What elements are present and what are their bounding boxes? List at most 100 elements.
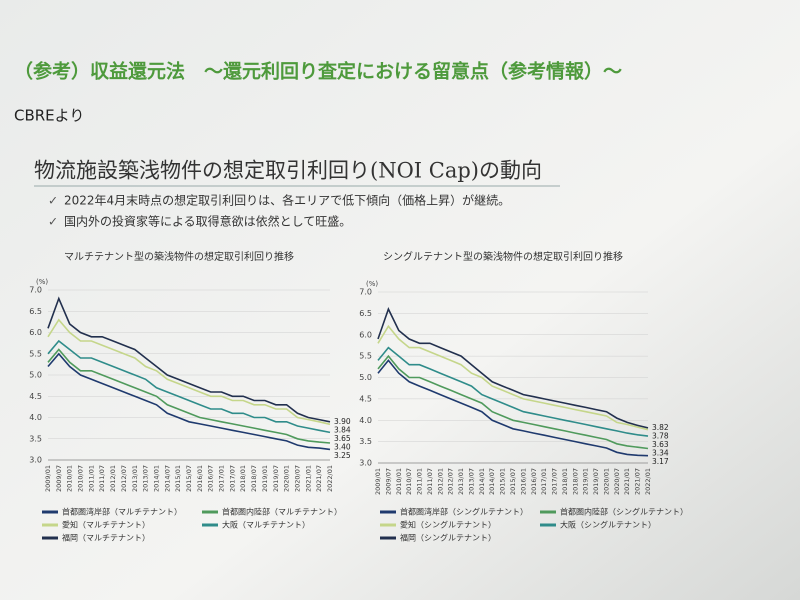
x-tick-label: 2014/01 bbox=[152, 465, 160, 492]
x-tick-label: 2013/01 bbox=[457, 468, 465, 495]
x-tick-label: 2016/01 bbox=[196, 465, 204, 492]
x-tick-label: 2020/01 bbox=[602, 468, 610, 495]
x-tick-label: 2010/07 bbox=[77, 465, 85, 492]
x-tick-label: 2016/07 bbox=[530, 468, 538, 495]
x-tick-label: 2014/01 bbox=[478, 468, 486, 495]
x-tick-label: 2016/07 bbox=[207, 465, 215, 492]
x-tick-label: 2010/01 bbox=[395, 468, 403, 495]
x-tick-label: 2014/07 bbox=[488, 468, 496, 495]
charts: マルチテナント型の築浅物件の想定取引利回り推移 (%) 3.0 3.5 4.0 4.5 5.… bbox=[29, 250, 688, 543]
x-tick-label: 2015/01 bbox=[499, 468, 507, 495]
chart-title: マルチテナント型の築浅物件の想定取引利回り推移 bbox=[64, 250, 294, 263]
series-line bbox=[47, 348, 331, 444]
bullet: 2022年4月末時点の想定取引利回りは、各エリアで低下傾向（価格上昇）が継続。 bbox=[64, 193, 510, 208]
x-tick-label: 2020/01 bbox=[283, 465, 291, 492]
series-line bbox=[377, 354, 649, 450]
y-unit: (%) bbox=[366, 280, 378, 288]
x-tick-label: 2022/01 bbox=[326, 465, 334, 492]
x-tick-label: 2011/01 bbox=[87, 465, 95, 492]
x-tick-label: 2014/07 bbox=[163, 465, 171, 492]
legend-label: 福岡（シングルテナント） bbox=[400, 533, 496, 543]
x-tick-label: 2021/07 bbox=[315, 465, 323, 492]
legend-label: 首都圏内陸部（シングルテナント） bbox=[560, 507, 688, 517]
y-tick-label: 3.0 bbox=[359, 459, 372, 468]
y-tick-label: 5.0 bbox=[359, 373, 372, 382]
y-tick-label: 3.5 bbox=[29, 434, 42, 443]
y-tick-label: 6.5 bbox=[359, 309, 372, 318]
x-tick-label: 2015/01 bbox=[174, 465, 182, 492]
chart: シングルテナント型の築浅物件の想定取引利回り推移 (%) 3.0 3.5 4.0 4.5 5… bbox=[359, 250, 688, 543]
series-line bbox=[377, 346, 649, 437]
x-tick-label: 2018/07 bbox=[250, 465, 258, 492]
y-tick-label: 3.0 bbox=[29, 456, 42, 465]
legend-label: 愛知（シングルテナント） bbox=[400, 520, 496, 530]
bullet-mark: ✓ bbox=[48, 194, 58, 208]
x-tick-label: 2013/07 bbox=[142, 465, 150, 492]
end-value-label: 3.82 bbox=[652, 423, 669, 432]
x-tick-label: 2017/01 bbox=[540, 468, 548, 495]
x-tick-label: 2016/01 bbox=[519, 468, 527, 495]
chart: マルチテナント型の築浅物件の想定取引利回り推移 (%) 3.0 3.5 4.0 4.5 5.… bbox=[29, 250, 351, 543]
y-unit: (%) bbox=[36, 278, 48, 286]
x-tick-label: 2019/07 bbox=[592, 468, 600, 495]
x-tick-label: 2012/01 bbox=[109, 465, 117, 492]
y-tick-label: 6.0 bbox=[359, 330, 372, 339]
y-tick-label: 6.5 bbox=[29, 307, 42, 316]
x-tick-label: 2020/07 bbox=[293, 465, 301, 492]
x-tick-label: 2017/07 bbox=[551, 468, 559, 495]
x-tick-label: 2017/07 bbox=[228, 465, 236, 492]
bullet: 国内外の投資家等による取得意欲は依然として旺盛。 bbox=[64, 214, 351, 229]
series-line bbox=[47, 296, 331, 423]
legend-label: 首都圏湾岸部（シングルテナント） bbox=[400, 507, 528, 517]
x-tick-label: 2019/01 bbox=[261, 465, 269, 492]
y-tick-label: 7.0 bbox=[359, 288, 372, 297]
chart-title: シングルテナント型の築浅物件の想定取引利回り推移 bbox=[383, 250, 623, 263]
legend-label: 首都圏内陸部（マルチテナント） bbox=[222, 507, 342, 517]
heading: 物流施設築浅物件の想定取引利回り(NOI Cap)の動向 bbox=[34, 159, 542, 183]
series-line bbox=[47, 352, 331, 451]
x-tick-label: 2009/01 bbox=[44, 465, 52, 492]
end-value-label: 3.84 bbox=[334, 425, 351, 434]
y-tick-label: 5.5 bbox=[359, 352, 372, 361]
series-line bbox=[47, 318, 331, 426]
x-tick-label: 2011/07 bbox=[98, 465, 106, 492]
x-tick-label: 2012/07 bbox=[120, 465, 128, 492]
x-tick-label: 2013/01 bbox=[131, 465, 139, 492]
end-value-label: 3.25 bbox=[334, 451, 351, 460]
x-tick-label: 2010/01 bbox=[66, 465, 74, 492]
series-line bbox=[377, 359, 649, 457]
slide-title: （参考）収益還元法 ～還元利回り査定における留意点（参考情報）～ bbox=[14, 60, 622, 83]
source-note: CBREより bbox=[14, 107, 84, 125]
y-tick-label: 4.5 bbox=[359, 394, 372, 403]
series-line bbox=[377, 307, 649, 429]
y-tick-label: 4.0 bbox=[359, 416, 372, 425]
x-tick-label: 2018/07 bbox=[571, 468, 579, 495]
legend-label: 大阪（マルチテナント） bbox=[222, 520, 310, 530]
x-tick-label: 2019/01 bbox=[582, 468, 590, 495]
x-tick-label: 2018/01 bbox=[239, 465, 247, 492]
y-tick-label: 4.0 bbox=[29, 413, 42, 422]
end-value-label: 3.90 bbox=[334, 417, 351, 426]
x-tick-label: 2021/07 bbox=[634, 468, 642, 495]
legend-label: 愛知（マルチテナント） bbox=[62, 520, 150, 530]
y-tick-label: 4.5 bbox=[29, 392, 42, 401]
end-value-label: 3.40 bbox=[334, 442, 351, 451]
x-tick-label: 2011/07 bbox=[426, 468, 434, 495]
x-tick-label: 2017/01 bbox=[218, 465, 226, 492]
y-tick-label: 5.5 bbox=[29, 349, 42, 358]
x-tick-label: 2022/01 bbox=[644, 468, 652, 495]
x-tick-label: 2012/01 bbox=[436, 468, 444, 495]
y-tick-label: 6.0 bbox=[29, 328, 42, 337]
end-value-label: 3.63 bbox=[652, 440, 669, 449]
x-tick-label: 2013/07 bbox=[467, 468, 475, 495]
series-line bbox=[47, 339, 331, 434]
x-tick-label: 2009/07 bbox=[55, 465, 63, 492]
end-value-label: 3.34 bbox=[652, 448, 669, 457]
x-tick-label: 2015/07 bbox=[509, 468, 517, 495]
x-tick-label: 2009/07 bbox=[384, 468, 392, 495]
x-tick-label: 2012/07 bbox=[447, 468, 455, 495]
end-value-label: 3.17 bbox=[652, 457, 669, 466]
